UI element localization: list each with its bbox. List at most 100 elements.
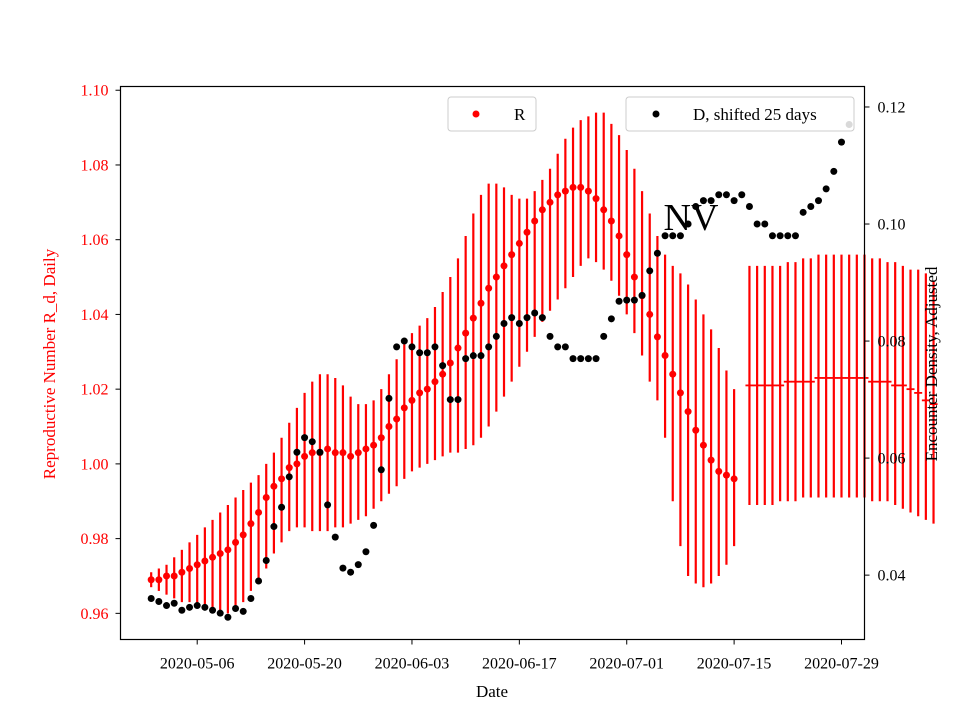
- r-point: [393, 415, 401, 423]
- r-point: [178, 568, 186, 576]
- r-point: [147, 576, 155, 584]
- d-point: [278, 503, 286, 511]
- legend-d-label: D, shifted 25 days: [693, 105, 817, 124]
- left-y-tick-label: 1.10: [81, 83, 109, 100]
- r-point: [707, 456, 715, 464]
- left-y-tick-label: 1.02: [81, 382, 109, 399]
- r-point: [538, 206, 546, 214]
- d-point: [201, 603, 209, 611]
- r-point: [531, 217, 539, 225]
- r-point: [469, 314, 477, 322]
- r-point: [377, 434, 385, 442]
- r-point: [692, 426, 700, 434]
- d-point: [262, 557, 270, 564]
- d-point: [523, 314, 531, 322]
- d-point: [661, 232, 669, 240]
- d-point: [584, 355, 592, 363]
- d-point: [822, 185, 830, 193]
- r-point: [293, 460, 301, 468]
- d-point: [500, 320, 508, 327]
- d-point: [431, 343, 439, 351]
- d-point: [416, 349, 424, 357]
- d-point: [147, 595, 155, 603]
- r-point: [347, 452, 355, 460]
- x-tick-label: 2020-07-15: [697, 656, 772, 673]
- r-point: [262, 494, 270, 502]
- r-point: [722, 471, 730, 479]
- right-y-tick-label: 0.08: [878, 334, 906, 351]
- r-point: [155, 576, 163, 584]
- x-tick-label: 2020-07-01: [589, 656, 664, 673]
- d-point: [600, 332, 608, 340]
- d-point: [630, 296, 638, 304]
- d-point: [554, 343, 562, 351]
- d-point: [370, 521, 378, 529]
- r-point: [646, 310, 654, 318]
- right-y-tick-label: 0.12: [878, 99, 906, 116]
- d-point: [393, 343, 401, 351]
- d-point: [715, 191, 723, 199]
- d-point: [830, 167, 838, 175]
- d-point: [347, 568, 355, 576]
- d-point: [155, 597, 163, 605]
- r-point: [224, 546, 232, 554]
- d-point: [293, 448, 301, 456]
- d-point: [170, 599, 178, 607]
- d-point: [285, 473, 293, 481]
- d-point: [638, 291, 646, 299]
- r-point: [216, 550, 224, 558]
- r-point: [431, 378, 439, 386]
- r-point: [239, 531, 247, 539]
- d-point: [385, 394, 393, 402]
- r-point: [500, 262, 508, 270]
- r-point: [661, 352, 669, 360]
- r-point: [699, 441, 707, 449]
- d-point: [209, 606, 217, 614]
- legend-d-box: [625, 96, 855, 132]
- x-tick-label: 2020-06-17: [482, 656, 557, 673]
- d-point: [485, 343, 493, 351]
- r-point: [423, 385, 431, 393]
- d-point: [339, 564, 347, 572]
- d-point: [270, 523, 278, 531]
- r-point: [270, 482, 278, 490]
- d-point: [216, 609, 224, 617]
- d-point: [745, 202, 753, 210]
- x-tick-label: 2020-07-29: [804, 656, 879, 673]
- legend-r-box: [447, 96, 537, 132]
- right-y-tick-label: 0.10: [878, 217, 906, 234]
- r-point: [454, 344, 462, 352]
- d-point: [462, 355, 470, 363]
- r-point: [715, 467, 723, 475]
- r-point: [193, 561, 201, 569]
- d-point: [178, 606, 186, 614]
- d-point: [446, 396, 454, 404]
- d-point: [316, 448, 324, 456]
- r-point: [209, 553, 217, 561]
- r-point: [186, 565, 194, 573]
- left-y-tick-label: 0.98: [81, 531, 109, 548]
- r-point: [653, 333, 661, 341]
- r-point: [630, 273, 638, 281]
- r-point: [301, 452, 309, 460]
- d-point: [186, 603, 194, 611]
- d-point: [684, 220, 692, 228]
- r-point: [523, 228, 531, 236]
- d-point: [546, 332, 554, 340]
- r-point: [569, 183, 577, 191]
- d-point: [646, 267, 654, 275]
- d-point: [224, 613, 232, 621]
- r-point: [408, 396, 416, 404]
- r-point: [370, 441, 378, 449]
- r-point: [676, 389, 684, 397]
- d-point: [669, 232, 677, 240]
- d-point: [163, 602, 171, 610]
- r-point: [669, 370, 677, 378]
- d-point: [354, 561, 362, 569]
- d-point: [331, 533, 339, 541]
- left-y-axis-ticks: 0.96 0.98 1.00 1.02 1.04 1.06 1.08 1.10: [81, 83, 121, 623]
- r-point: [163, 572, 171, 580]
- d-point: [653, 249, 661, 257]
- left-y-tick-label: 1.08: [81, 157, 109, 174]
